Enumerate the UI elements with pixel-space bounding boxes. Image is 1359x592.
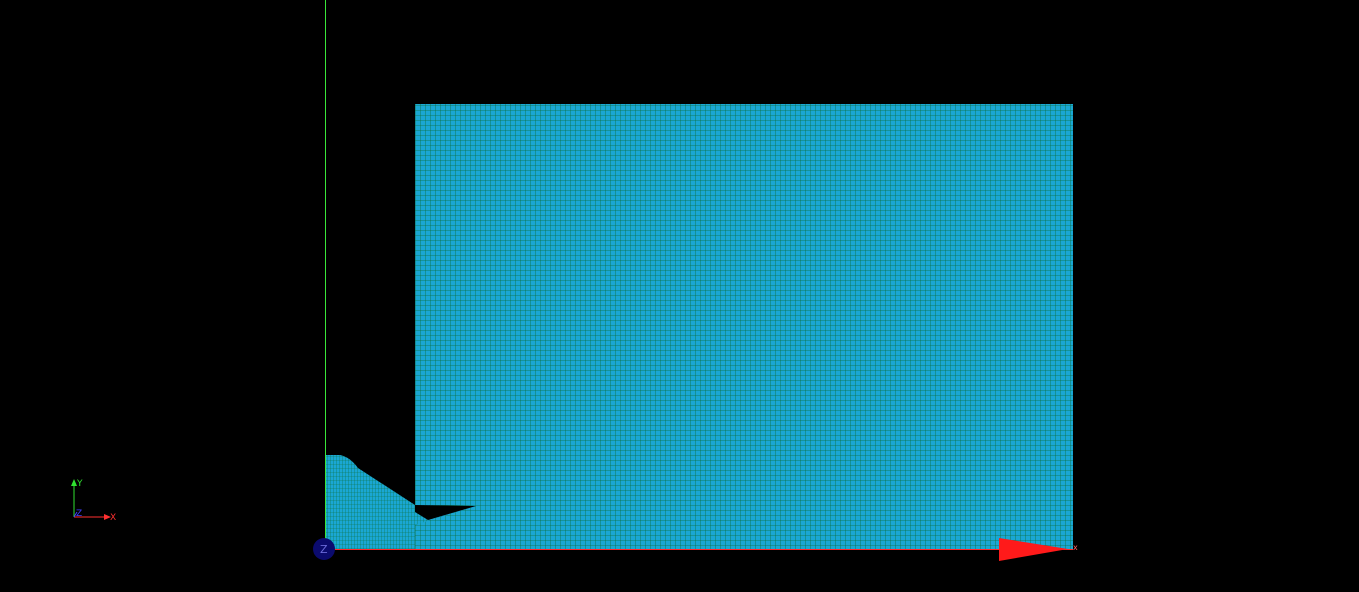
triad-z-axis bbox=[73, 511, 78, 518]
triad-x-arrow-icon bbox=[104, 514, 111, 520]
origin-marker-icon[interactable] bbox=[313, 538, 335, 560]
triad-x-label: X bbox=[110, 513, 116, 523]
mesh-domain-main[interactable] bbox=[415, 104, 1073, 549]
mesh-domain-nozzle[interactable] bbox=[326, 455, 475, 549]
mesh-wedge-cutout bbox=[415, 505, 476, 520]
origin-marker-label: Z bbox=[320, 543, 328, 556]
orientation-triad: Y X Z bbox=[71, 479, 116, 523]
x-axis-arrow-icon bbox=[999, 538, 1068, 561]
triad-y-arrow-icon bbox=[71, 479, 77, 486]
x-arrow-label: x bbox=[1073, 543, 1078, 552]
triad-z-label: Z bbox=[76, 509, 82, 519]
triad-y-label: Y bbox=[76, 479, 83, 489]
